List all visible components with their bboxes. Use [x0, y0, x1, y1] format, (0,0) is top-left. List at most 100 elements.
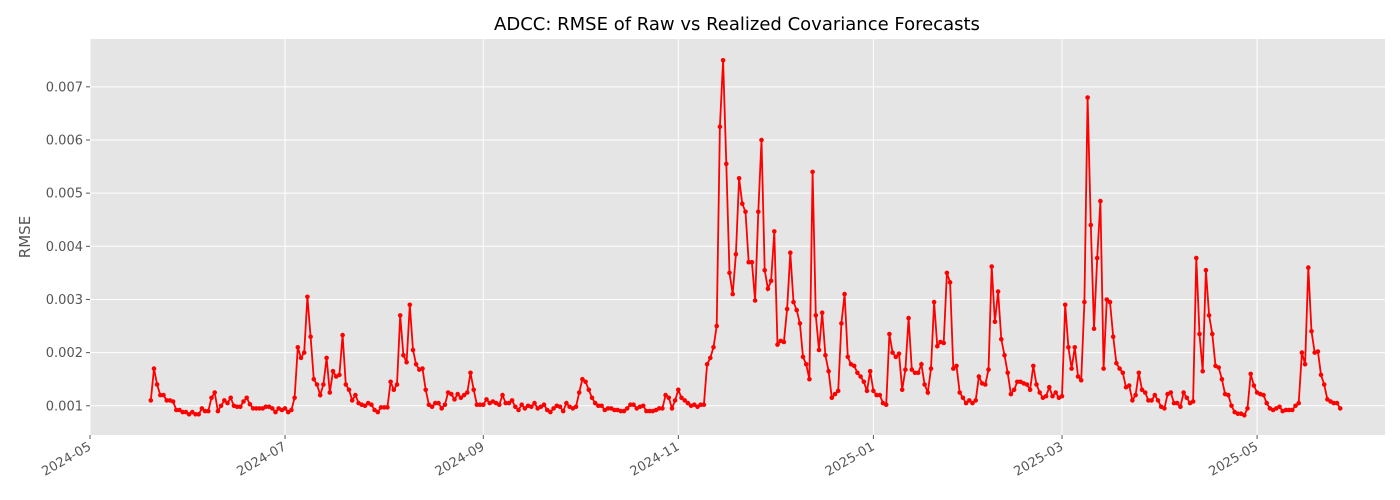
series-points	[148, 58, 1343, 418]
data-point	[557, 404, 563, 410]
data-point	[1114, 360, 1119, 366]
data-point	[1293, 403, 1298, 409]
data-point	[273, 409, 278, 415]
y-tick-label: 0.007	[46, 80, 83, 95]
data-point	[599, 403, 604, 409]
data-point	[941, 340, 946, 346]
data-point	[669, 406, 675, 411]
data-point	[752, 298, 758, 303]
data-point	[762, 267, 767, 273]
data-point	[381, 405, 387, 410]
data-point	[605, 406, 611, 411]
data-point	[1136, 370, 1142, 376]
data-point	[1059, 393, 1065, 399]
data-point	[887, 331, 892, 337]
data-point	[1242, 413, 1247, 418]
data-point	[314, 382, 320, 387]
data-point	[1321, 382, 1327, 387]
data-point	[899, 387, 905, 393]
data-point	[784, 306, 790, 312]
data-point	[1146, 398, 1151, 403]
data-point	[228, 395, 233, 401]
data-point	[1226, 392, 1231, 398]
data-point	[1091, 326, 1097, 332]
data-point	[148, 398, 154, 403]
data-point	[1066, 345, 1071, 350]
data-point	[164, 398, 169, 403]
data-point	[564, 400, 569, 406]
data-point	[292, 395, 297, 401]
data-point	[816, 347, 822, 353]
data-point	[484, 397, 489, 402]
data-point	[170, 399, 176, 404]
data-point	[481, 402, 486, 408]
y-axis: 0.001 0.002 0.003 0.004 0.005 0.006 0.007	[46, 80, 90, 414]
x-axis: 2024-05 2024-07 2024-09 2024-11 2025-01 2025-…	[39, 435, 1261, 480]
data-point	[775, 342, 780, 347]
data-point	[1085, 95, 1090, 100]
data-point	[513, 404, 518, 410]
data-point	[196, 412, 201, 417]
data-point	[215, 408, 221, 414]
data-point	[586, 387, 592, 393]
data-point	[362, 403, 368, 409]
data-point	[161, 392, 166, 398]
data-point	[631, 402, 636, 408]
data-point	[183, 409, 189, 415]
data-point	[423, 387, 429, 393]
data-point	[896, 351, 902, 357]
data-point	[624, 406, 630, 411]
data-point	[257, 406, 262, 411]
data-point	[708, 355, 713, 361]
data-point	[1043, 393, 1049, 399]
data-point	[714, 323, 719, 329]
data-point	[477, 402, 483, 408]
data-point	[1229, 403, 1234, 409]
data-point	[1149, 398, 1154, 403]
data-point	[1107, 299, 1113, 305]
data-point	[311, 376, 317, 382]
data-point	[666, 395, 672, 401]
data-point	[1088, 222, 1094, 228]
data-point	[308, 334, 313, 340]
x-tick-label: 2025-05	[1207, 439, 1262, 479]
x-tick-label: 2024-09	[433, 439, 488, 479]
data-point	[679, 395, 684, 401]
data-point	[154, 382, 160, 387]
data-point	[218, 403, 224, 409]
data-point	[317, 392, 323, 398]
data-point	[756, 209, 761, 215]
data-point	[1117, 366, 1122, 371]
data-point	[519, 402, 524, 408]
data-point	[826, 368, 831, 374]
data-point	[640, 403, 646, 409]
data-point	[289, 407, 294, 413]
data-point	[401, 353, 406, 358]
data-point	[1251, 383, 1257, 388]
data-point	[736, 176, 742, 181]
data-point	[864, 388, 870, 394]
data-point	[791, 299, 796, 305]
data-point	[1024, 382, 1030, 387]
data-point	[749, 259, 755, 265]
data-point	[647, 408, 652, 414]
data-point	[957, 390, 962, 395]
data-point	[1133, 392, 1138, 398]
data-point	[461, 392, 467, 398]
data-point	[970, 400, 975, 406]
x-tick-label: 2025-03	[1011, 439, 1066, 479]
data-point	[656, 406, 662, 411]
data-point	[369, 402, 374, 408]
data-point	[1015, 379, 1020, 385]
data-point	[1075, 374, 1081, 379]
data-point	[1050, 393, 1055, 399]
data-point	[842, 291, 847, 297]
data-point	[1306, 265, 1311, 270]
data-point	[346, 387, 352, 393]
data-point	[733, 252, 739, 257]
data-point	[209, 395, 214, 401]
data-point	[883, 402, 889, 408]
data-point	[580, 376, 585, 382]
data-point	[1011, 387, 1017, 393]
data-point	[740, 201, 745, 207]
